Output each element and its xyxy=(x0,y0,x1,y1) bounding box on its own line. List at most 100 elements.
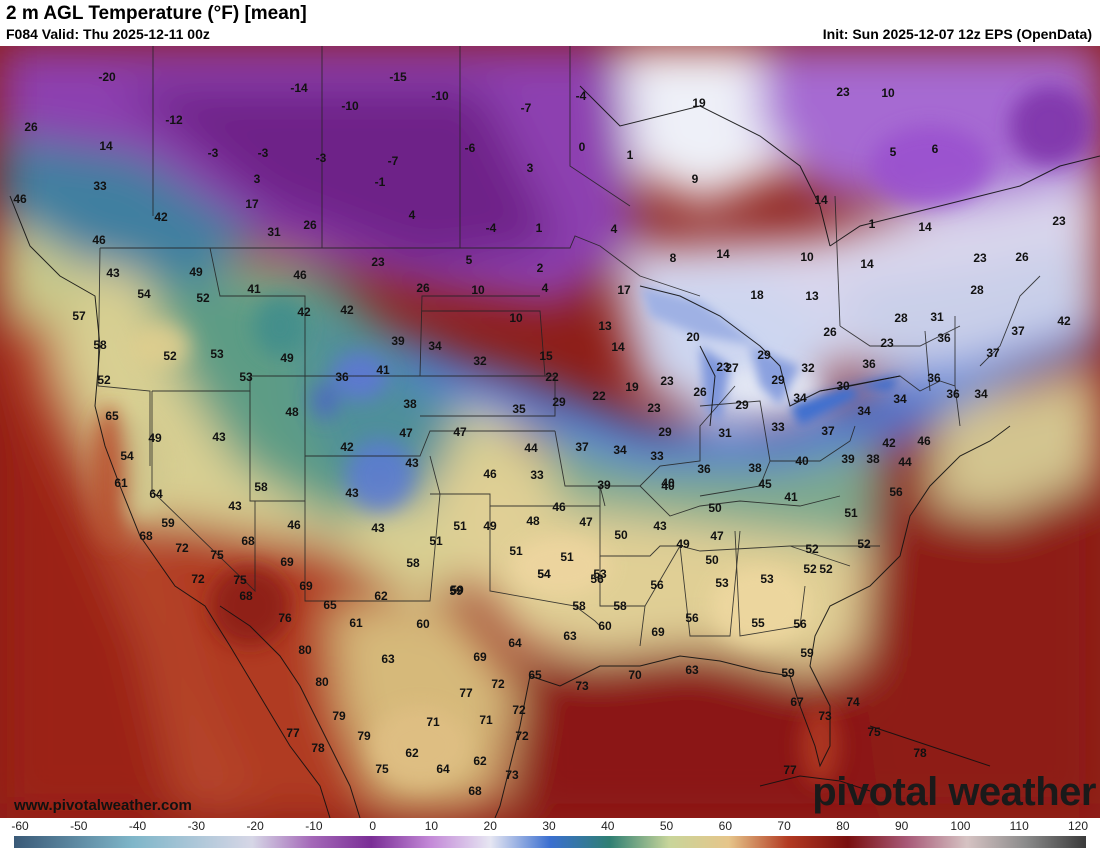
temperature-value: 54 xyxy=(120,449,134,463)
temperature-value: 10 xyxy=(509,311,523,325)
temperature-value: 44 xyxy=(524,441,538,455)
temperature-value: 33 xyxy=(771,420,785,434)
temperature-value: 36 xyxy=(335,370,349,384)
temperature-value: 3 xyxy=(254,172,261,186)
temperature-value: 14 xyxy=(860,257,874,271)
temperature-value: 69 xyxy=(280,555,294,569)
temperature-value: 23 xyxy=(660,374,674,388)
temperature-value: 14 xyxy=(716,247,730,261)
temperature-value: 53 xyxy=(760,572,774,586)
colorbar-tick: -10 xyxy=(305,819,323,833)
temperature-value: 56 xyxy=(793,617,807,631)
temperature-value: 8 xyxy=(670,251,677,265)
temperature-value: 33 xyxy=(530,468,544,482)
temperature-value: 34 xyxy=(428,339,442,353)
temperature-value: 43 xyxy=(405,456,419,470)
temperature-value: 29 xyxy=(771,373,785,387)
temperature-value: 56 xyxy=(685,611,699,625)
temperature-value: 52 xyxy=(819,562,833,576)
temperature-value: 37 xyxy=(986,346,1000,360)
temperature-value: 50 xyxy=(705,553,719,567)
temperature-value: 69 xyxy=(299,579,313,593)
temperature-value: 63 xyxy=(381,652,395,666)
colorbar-tick: 90 xyxy=(894,819,909,833)
temperature-value: 40 xyxy=(795,454,809,468)
temperature-value: 78 xyxy=(311,741,325,755)
temperature-value: 23 xyxy=(880,336,894,350)
temperature-value: 22 xyxy=(592,389,606,403)
temperature-value: 80 xyxy=(315,675,329,689)
temperature-value: 41 xyxy=(784,490,798,504)
temperature-value: 1 xyxy=(627,148,634,162)
temperature-value: 42 xyxy=(154,210,168,224)
temperature-value: 71 xyxy=(479,713,493,727)
temperature-value: 73 xyxy=(818,709,832,723)
temperature-value: 53 xyxy=(593,567,607,581)
temperature-value: 68 xyxy=(468,784,482,798)
temperature-value: 46 xyxy=(287,518,301,532)
temperature-value: 69 xyxy=(473,650,487,664)
temperature-value: 65 xyxy=(528,668,542,682)
temperature-value: 26 xyxy=(823,325,837,339)
temperature-value: 41 xyxy=(247,282,261,296)
temperature-value: 2 xyxy=(537,261,544,275)
temperature-value: 23 xyxy=(371,255,385,269)
temperature-value: 63 xyxy=(685,663,699,677)
colorbar-tick: -60 xyxy=(11,819,29,833)
temperature-value: 43 xyxy=(212,430,226,444)
temperature-value: 59 xyxy=(449,584,463,598)
temperature-value: 47 xyxy=(453,425,467,439)
temperature-value: 76 xyxy=(278,611,292,625)
temperature-value: 58 xyxy=(254,480,268,494)
temperature-value: 34 xyxy=(893,392,907,406)
colorbar-tick: -20 xyxy=(246,819,264,833)
temperature-value: 53 xyxy=(239,370,253,384)
colorbar-tick: 80 xyxy=(836,819,850,833)
temperature-value: 74 xyxy=(846,695,860,709)
temperature-value: 59 xyxy=(800,646,814,660)
temperature-value: 42 xyxy=(882,436,896,450)
website-label: www.pivotalweather.com xyxy=(14,797,192,814)
temperature-value: 15 xyxy=(539,349,553,363)
temperature-value: 75 xyxy=(867,725,881,739)
colorbar: -60 -50 -40 -30 -20 -10 0 10 20 30 40 50 60 70 80 90 100… xyxy=(0,818,1100,850)
temperature-value: 72 xyxy=(512,703,526,717)
temperature-value: -10 xyxy=(341,99,359,113)
temperature-value: 77 xyxy=(459,686,473,700)
temperature-value: 29 xyxy=(757,348,771,362)
temperature-value: 64 xyxy=(436,762,450,776)
temperature-value: 55 xyxy=(751,616,765,630)
temperature-value: 71 xyxy=(426,715,440,729)
temperature-value: 13 xyxy=(805,289,819,303)
temperature-value: 17 xyxy=(617,283,631,297)
temperature-value: -4 xyxy=(576,89,587,103)
temperature-value: 37 xyxy=(1011,324,1025,338)
temperature-value: 59 xyxy=(450,583,464,597)
temperature-value: 26 xyxy=(1015,250,1029,264)
temperature-value: 40 xyxy=(661,476,675,490)
temperature-value: 23 xyxy=(716,360,730,374)
temperature-value: 29 xyxy=(552,395,566,409)
temperature-value: 42 xyxy=(340,303,354,317)
boundaries xyxy=(97,46,1041,647)
temperature-value: 5 xyxy=(466,253,473,267)
temperature-value: 61 xyxy=(114,476,128,490)
colorbar-gradient xyxy=(14,836,1086,848)
temperature-value: 46 xyxy=(13,192,27,206)
temperature-value: 52 xyxy=(857,537,871,551)
temperature-value: -12 xyxy=(165,113,183,127)
temperature-value: 58 xyxy=(572,599,586,613)
temperature-value: 26 xyxy=(24,120,38,134)
temperature-value: 43 xyxy=(653,519,667,533)
temperature-value: 51 xyxy=(429,534,443,548)
temperature-value: 72 xyxy=(515,729,529,743)
temperature-value: 36 xyxy=(697,462,711,476)
temperature-value: 48 xyxy=(285,405,299,419)
temperature-value: 20 xyxy=(686,330,700,344)
temperature-value: -1 xyxy=(375,175,386,189)
temperature-value: 33 xyxy=(93,179,107,193)
temperature-value: 14 xyxy=(611,340,625,354)
temperature-value: 58 xyxy=(93,338,107,352)
colorbar-tick: 20 xyxy=(483,819,497,833)
